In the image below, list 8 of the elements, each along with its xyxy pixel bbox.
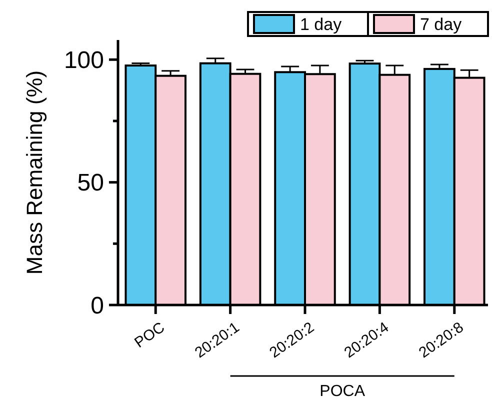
y-tick-label: 50 bbox=[77, 170, 104, 197]
y-axis-title: Mass Remaining (%) bbox=[22, 70, 47, 275]
legend-label: 1 day bbox=[300, 14, 342, 34]
y-tick-label: 0 bbox=[90, 292, 104, 320]
legend-label: 7 day bbox=[420, 14, 462, 34]
text: POCA bbox=[320, 383, 366, 400]
x-tick-label: POC bbox=[132, 318, 168, 352]
y-tick-label: 100 bbox=[64, 47, 104, 74]
